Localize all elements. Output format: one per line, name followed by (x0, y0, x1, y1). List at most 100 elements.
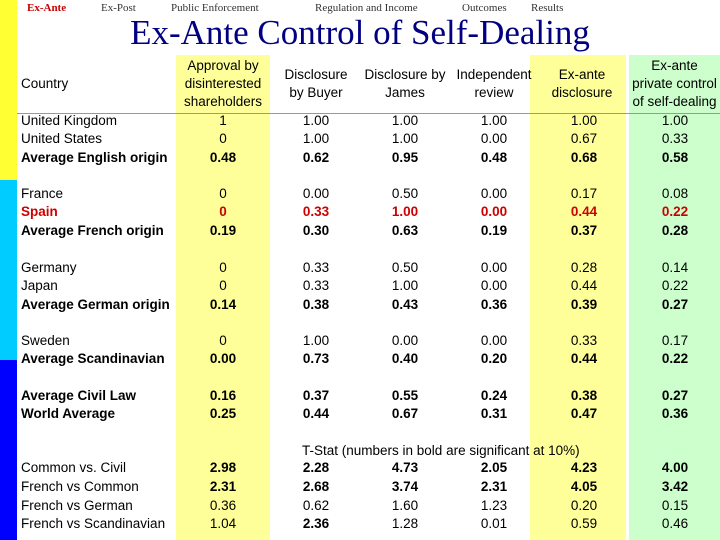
header-line: disinterested (184, 76, 262, 91)
table-cell: 0.00 (480, 186, 508, 201)
table-cell: 0.28 (661, 223, 689, 238)
row-label: Average French origin (21, 223, 164, 238)
table-cell: 0.08 (661, 186, 689, 201)
table-cell: 0.22 (661, 204, 689, 219)
row-label: Average Scandinavian (21, 351, 165, 366)
table-cell: 0.62 (302, 150, 330, 165)
table-cell: 0.46 (661, 516, 689, 531)
table-cell: 0.55 (391, 388, 419, 403)
nav-regulation-income[interactable]: Regulation and Income (315, 2, 418, 14)
nav-outcomes[interactable]: Outcomes (462, 2, 507, 14)
row-label: French vs Scandinavian (21, 516, 166, 531)
row-label: United Kingdom (21, 113, 118, 128)
table-cell: 0.15 (661, 498, 689, 513)
table-cell: 0.73 (302, 351, 330, 366)
table-cell: 2.68 (302, 479, 330, 494)
data-table: Country Approval by disinterested shareh… (17, 55, 720, 540)
row-label: France (21, 186, 64, 201)
table-cell: 0.00 (391, 333, 419, 348)
side-strip-blue (0, 360, 17, 540)
table-cell: 0.00 (302, 186, 330, 201)
table-cell: 4.00 (661, 460, 689, 475)
header-exante-disclosure: Ex-ante disclosure (534, 66, 630, 102)
header-line: of self-dealing (632, 94, 717, 109)
table-cell: 0.33 (302, 260, 330, 275)
row-label: Average German origin (21, 297, 170, 312)
nav-ex-post[interactable]: Ex-Post (101, 2, 136, 14)
table-cell: 0.01 (480, 516, 508, 531)
table-cell: 0 (219, 186, 227, 201)
row-label: Japan (21, 278, 58, 293)
table-cell: 1.00 (661, 113, 689, 128)
table-cell: 0.20 (480, 351, 508, 366)
table-cell: 2.98 (209, 460, 237, 475)
table-cell: 0.33 (302, 204, 330, 219)
table-cell: 2.31 (209, 479, 237, 494)
table-cell: 0.59 (570, 516, 598, 531)
table-cell: 0.16 (209, 388, 237, 403)
table-cell: 2.28 (302, 460, 330, 475)
table-cell: 0.95 (391, 150, 419, 165)
table-cell: 0.50 (391, 260, 419, 275)
table-cell: 0.37 (570, 223, 598, 238)
table-cell: 0.36 (661, 406, 689, 421)
header-line: Approval by (187, 58, 259, 73)
table-cell: 0.58 (661, 150, 689, 165)
header-line: Disclosure by (364, 67, 446, 82)
header-line: Ex-ante (651, 58, 698, 73)
row-label: United States (21, 131, 103, 146)
header-line: Ex-ante (558, 67, 606, 82)
table-cell: 0.30 (302, 223, 330, 238)
header-line: shareholders (183, 94, 263, 109)
table-cell: 1.00 (391, 131, 419, 146)
table-cell: 0.17 (570, 186, 598, 201)
table-cell: 0.00 (480, 333, 508, 348)
table-cell: 0.20 (570, 498, 598, 513)
table-cell: 1.23 (480, 498, 508, 513)
row-label: Spain (21, 204, 58, 219)
header-country: Country (21, 76, 69, 91)
header-line: Disclosure (284, 67, 348, 82)
table-cell: 1.00 (391, 113, 419, 128)
table-cell: 0.27 (661, 297, 689, 312)
table-cell: 0 (219, 333, 227, 348)
nav-ex-ante[interactable]: Ex-Ante (27, 2, 67, 14)
table-cell: 0.44 (570, 204, 598, 219)
table-cell: 1.60 (391, 498, 419, 513)
table-cell: 0.28 (570, 260, 598, 275)
row-label: Common vs. Civil (21, 460, 127, 475)
table-cell: 4.05 (570, 479, 598, 494)
row-label: French vs German (21, 498, 133, 513)
table-cell: 0.40 (391, 351, 419, 366)
header-disclosure-buyer: Disclosure by Buyer (273, 66, 359, 102)
header-line: James (385, 85, 425, 100)
header-line: by Buyer (289, 85, 343, 100)
nav-results[interactable]: Results (531, 2, 564, 14)
table-cell: 0.43 (391, 297, 419, 312)
table-cell: 0.00 (480, 278, 508, 293)
table-cell: 0.44 (570, 278, 598, 293)
table-cell: 0.67 (570, 131, 598, 146)
table-cell: 4.23 (570, 460, 598, 475)
slide-title: Ex-Ante Control of Self-Dealing (130, 13, 590, 52)
table-cell: 0.44 (302, 406, 330, 421)
side-strip-yellow (0, 0, 17, 180)
row-label: Germany (21, 260, 77, 275)
highlight-column-exante-private (629, 55, 720, 540)
table-cell: 0.63 (391, 223, 419, 238)
table-cell: 4.73 (391, 460, 419, 475)
table-cell: 0.19 (480, 223, 508, 238)
row-label: Average Civil Law (21, 388, 137, 403)
table-cell: 0 (219, 260, 227, 275)
header-independent-review: Independent review (451, 66, 537, 102)
table-cell: 0.36 (209, 498, 237, 513)
row-label: French vs Common (21, 479, 139, 494)
nav-public-enforcement[interactable]: Public Enforcement (171, 2, 259, 14)
table-cell: 1.00 (302, 333, 330, 348)
table-cell: 2.31 (480, 479, 508, 494)
highlight-column-exante-disclosure (530, 55, 626, 540)
table-cell: 0.33 (302, 278, 330, 293)
row-label: World Average (21, 406, 116, 421)
table-cell: 0.48 (209, 150, 237, 165)
header-line: private control (632, 76, 717, 91)
